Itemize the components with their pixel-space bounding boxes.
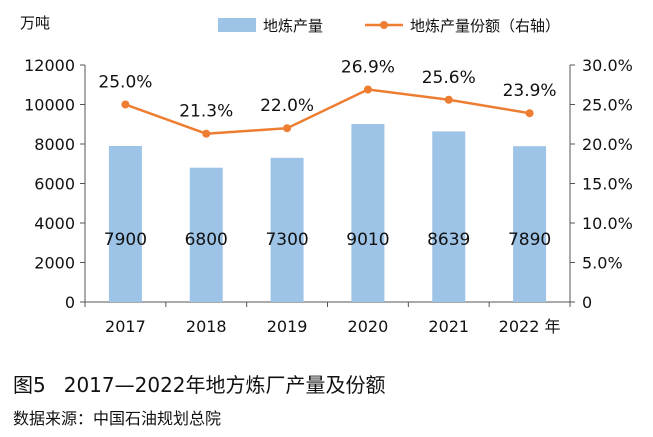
share-point: [283, 124, 292, 133]
figure-number: 图5: [13, 373, 46, 397]
data-source: 数据来源：中国石油规划总院: [13, 409, 222, 428]
plot-area: 0 2000 4000 6000 8000 10000 12000 0 5.0% 10.0% 15.…: [24, 56, 633, 336]
bar-2019: [270, 157, 304, 302]
right-axis-tick-label: 15.0%: [582, 175, 633, 194]
x-axis-tick-label: 2021: [428, 317, 469, 336]
x-axis-tick-label: 2022 年: [499, 317, 561, 336]
left-axis-tick-label: 10000: [24, 96, 75, 115]
figure-caption: 图5 2017—2022年地方炼厂产量及份额: [13, 369, 386, 398]
right-axis-tick-label: 5.0%: [582, 254, 623, 273]
share-value-label: 26.9%: [341, 57, 395, 77]
legend-label-line: 地炼产量份额（右轴）: [410, 17, 560, 35]
bar-value-label: 9010: [346, 230, 389, 250]
share-point: [525, 109, 534, 118]
bar-2017: [108, 145, 142, 302]
left-axis-tick-label: 4000: [34, 214, 75, 233]
left-axis-tick-label: 0: [65, 293, 75, 312]
share-line: [124, 88, 530, 135]
bar-2022: [513, 146, 547, 302]
bar-2018: [189, 167, 223, 302]
share-value-label: 22.0%: [260, 96, 314, 116]
bar-2020: [351, 124, 385, 303]
bar-value-label: 7890: [508, 230, 551, 250]
y-axis-unit-label: 万吨: [20, 14, 50, 32]
right-axis-tick-label: 30.0%: [582, 56, 633, 75]
share-point: [363, 85, 372, 94]
bar-value-label: 7900: [104, 230, 147, 250]
bar-2021: [432, 131, 466, 302]
chart: 万吨 地炼产量 地炼产量份额（右轴） 0 2000 4000 6000 8000 10000…: [20, 14, 633, 336]
legend-label-bar: 地炼产量: [263, 17, 323, 35]
bar-value-label: 7300: [265, 230, 308, 250]
share-value-label: 23.9%: [503, 81, 557, 101]
bar-value-label: 6800: [185, 230, 228, 250]
x-axis-tick-label: 2017: [105, 317, 146, 336]
figure-title: 2017—2022年地方炼厂产量及份额: [63, 373, 386, 397]
legend: 地炼产量 地炼产量份额（右轴）: [218, 17, 560, 35]
x-axis-tick-label: 2019: [267, 317, 308, 336]
share-value-label: 25.6%: [422, 68, 476, 88]
share-point: [444, 95, 453, 104]
left-axis-tick-label: 6000: [34, 175, 75, 194]
right-axis-tick-label: 0: [582, 293, 592, 312]
legend-swatch-marker: [380, 21, 388, 29]
share-value-label: 21.3%: [179, 102, 233, 122]
legend-swatch-bar: [218, 18, 256, 32]
x-axis-tick-label: 2020: [348, 317, 389, 336]
right-axis-tick-label: 20.0%: [582, 135, 633, 154]
left-axis-tick-label: 2000: [34, 254, 75, 273]
x-axis-tick-label: 2018: [186, 317, 227, 336]
share-point: [202, 129, 211, 138]
left-axis-tick-label: 8000: [34, 135, 75, 154]
share-value-label: 25.0%: [98, 73, 152, 93]
share-point: [121, 100, 130, 109]
left-axis-tick-label: 12000: [24, 56, 75, 75]
bar-value-label: 8639: [427, 230, 470, 250]
right-axis-tick-label: 25.0%: [582, 96, 633, 115]
right-axis-tick-label: 10.0%: [582, 214, 633, 233]
